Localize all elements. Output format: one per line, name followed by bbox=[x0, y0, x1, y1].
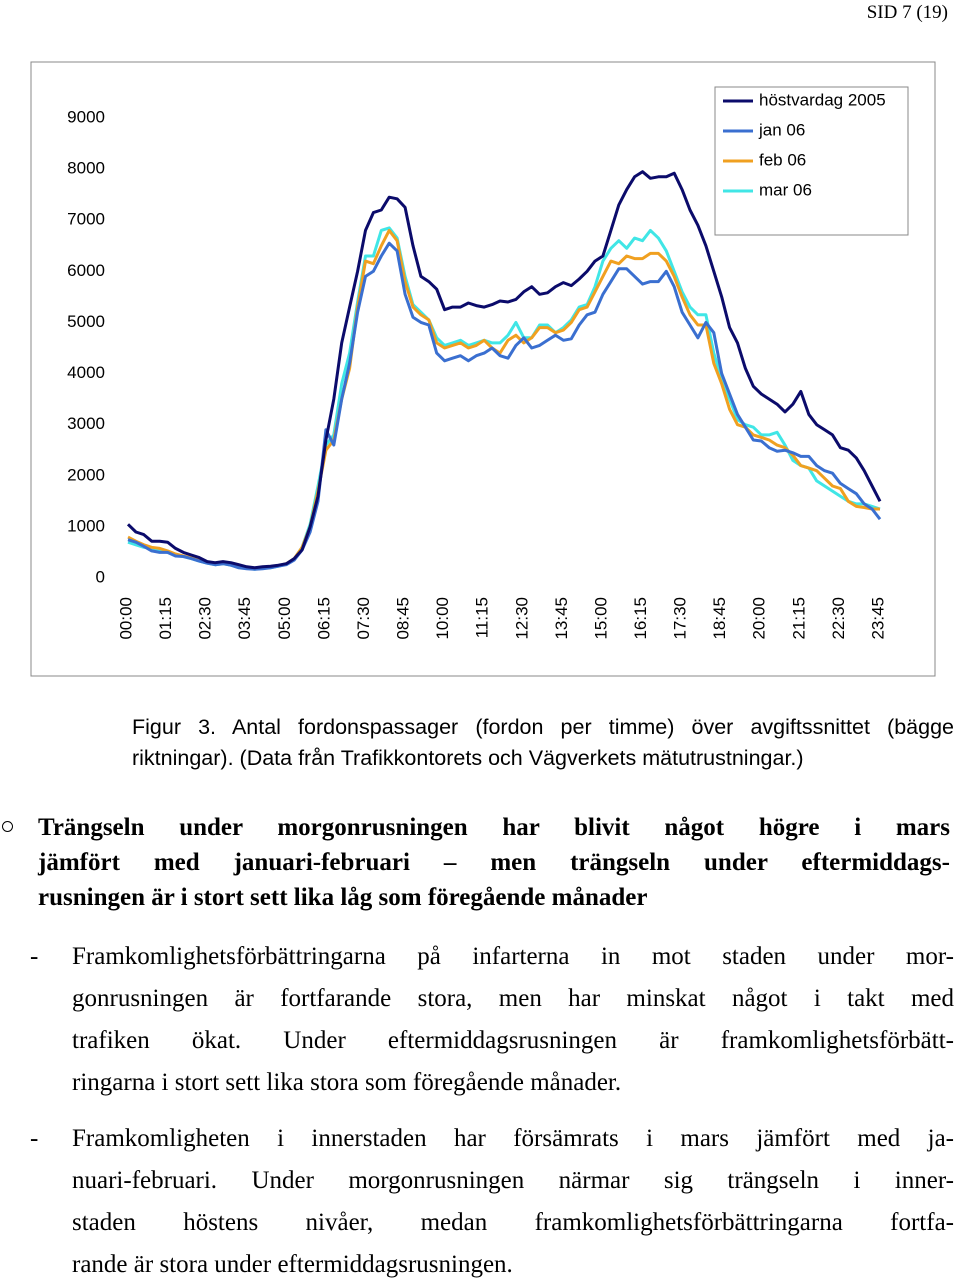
y-tick-label: 6000 bbox=[67, 261, 105, 280]
series-line bbox=[127, 241, 882, 571]
x-tick-label: 18:45 bbox=[710, 597, 729, 640]
x-tick-label: 11:15 bbox=[473, 597, 492, 638]
text-line: nuari-februari. Under morgonrusningen nä… bbox=[72, 1167, 954, 1194]
x-tick-label: 13:45 bbox=[552, 597, 571, 640]
legend-label: jan 06 bbox=[758, 120, 805, 139]
text-line: Figur 3. Antal fordonspassager (fordon p… bbox=[132, 715, 954, 739]
x-tick-label: 21:15 bbox=[789, 597, 808, 640]
caption: Figur 3. Antal fordonspassager (fordon p… bbox=[132, 712, 954, 774]
chart: 0 1000 2000 3000 4000 5000 6000 7000 8000 9000 00:… bbox=[30, 61, 936, 677]
bullet-dot bbox=[2, 821, 13, 832]
y-tick-label: 0 bbox=[96, 567, 105, 586]
text-line: Framkomligheten i innerstaden har försäm… bbox=[72, 1125, 954, 1152]
text-line: gonrusningen är fortfarande stora, men h… bbox=[72, 985, 954, 1012]
text-line: rusningen är i stort sett lika låg som f… bbox=[38, 884, 648, 911]
y-tick-label: 8000 bbox=[67, 159, 105, 178]
x-tick-label: 15:00 bbox=[591, 597, 610, 640]
list-item: - Framkomligheten i innerstaden har försä… bbox=[30, 1118, 954, 1286]
y-tick-label: 3000 bbox=[67, 414, 105, 433]
x-tick-label: 22:30 bbox=[829, 597, 848, 640]
chart-frame bbox=[30, 61, 936, 677]
legend-label: mar 06 bbox=[759, 180, 812, 199]
text-line: trafiken ökat. Under eftermiddagsrusning… bbox=[72, 1027, 954, 1054]
y-tick-label: 1000 bbox=[67, 516, 105, 535]
y-tick-label: 4000 bbox=[67, 363, 105, 382]
text-line: Framkomlighetsförbättringarna på infarte… bbox=[72, 943, 954, 970]
x-tick-label: 17:30 bbox=[671, 597, 690, 640]
page-number: SID 7 (19) bbox=[866, 2, 948, 23]
y-tick-label: 5000 bbox=[67, 312, 105, 331]
x-tick-label: 08:45 bbox=[394, 597, 413, 640]
x-tick-label: 16:15 bbox=[631, 597, 650, 640]
x-tick-label: 05:00 bbox=[275, 597, 294, 640]
legend-label: höstvardag 2005 bbox=[759, 90, 886, 109]
x-tick-label: 10:00 bbox=[433, 597, 452, 640]
list-item: - Framkomlighetsförbättringarna på infart… bbox=[30, 936, 954, 1104]
y-tick-label: 7000 bbox=[67, 210, 105, 229]
text-line: jämfört med januari-februari – men träng… bbox=[38, 849, 950, 876]
series-line bbox=[127, 228, 880, 571]
series-line bbox=[126, 170, 882, 570]
x-tick-label: 02:30 bbox=[196, 597, 215, 640]
legend: höstvardag 2005 jan 06 feb 06 mar 06 bbox=[714, 86, 909, 236]
dash: - bbox=[30, 1125, 39, 1152]
x-tick-label: 03:45 bbox=[235, 597, 254, 640]
text-line: ringarna i stort sett lika stora som för… bbox=[72, 1069, 622, 1096]
x-tick-label: 07:30 bbox=[354, 597, 373, 640]
text-line: rande är stora under eftermiddagsrusning… bbox=[72, 1251, 513, 1278]
dash: - bbox=[30, 943, 39, 970]
text-line: riktningar). (Data från Trafikkontorets … bbox=[132, 746, 804, 770]
y-tick-label: 2000 bbox=[67, 465, 105, 484]
y-tick-label: 9000 bbox=[67, 107, 105, 126]
x-tick-label: 01:15 bbox=[156, 597, 175, 640]
text-line: staden höstens nivåer, medan framkomligh… bbox=[72, 1209, 954, 1236]
x-tick-label: 20:00 bbox=[750, 597, 769, 640]
legend-label: feb 06 bbox=[759, 150, 806, 169]
x-tick-label: 23:45 bbox=[868, 597, 887, 640]
bullet-text: Trängseln under morgonrusningen har bliv… bbox=[38, 810, 950, 915]
x-tick-label: 00:00 bbox=[116, 597, 135, 640]
text-line: Trängseln under morgonrusningen har bliv… bbox=[38, 814, 950, 841]
x-tick-label: 12:30 bbox=[512, 597, 531, 640]
x-tick-label: 06:15 bbox=[314, 597, 333, 640]
